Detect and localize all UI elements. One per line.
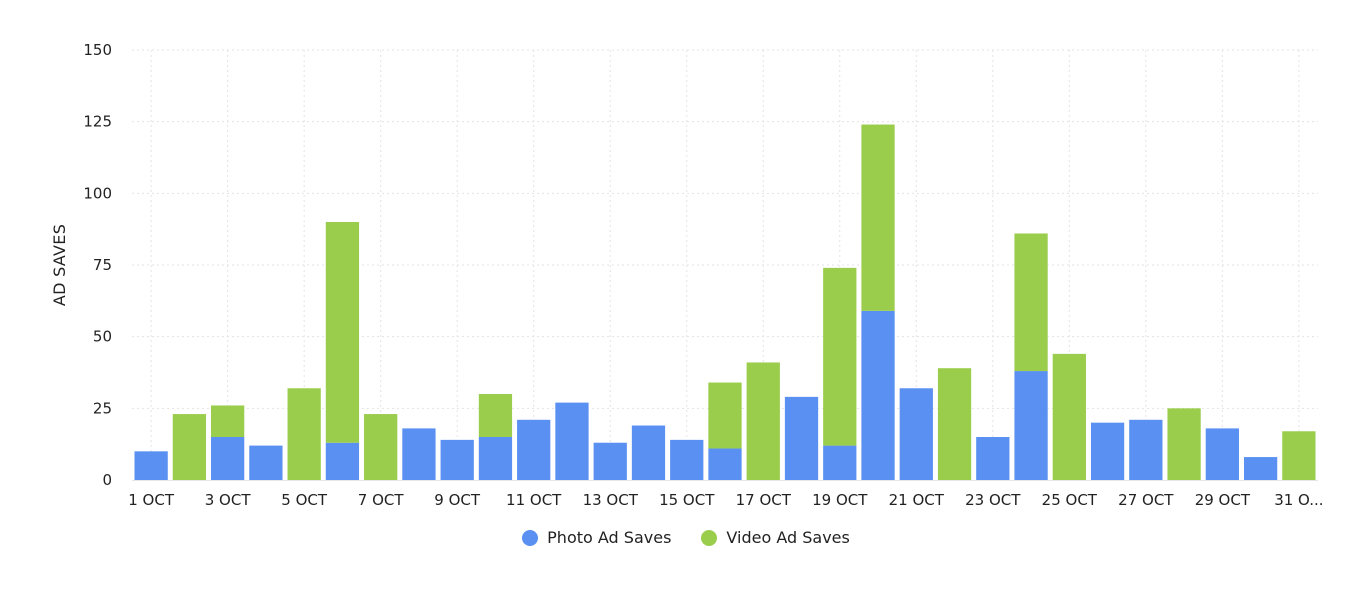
bar-photo-ad-saves[interactable] (249, 445, 283, 480)
bar-photo-ad-saves[interactable] (211, 437, 245, 480)
bar-photo-ad-saves[interactable] (440, 439, 474, 480)
x-tick-label: 25 OCT (1042, 491, 1098, 509)
bar-photo-ad-saves[interactable] (478, 437, 513, 480)
x-tick-label: 21 OCT (889, 491, 945, 509)
legend-label: Photo Ad Saves (547, 528, 672, 547)
bar-photo-ad-saves[interactable] (1205, 428, 1239, 480)
bar-photo-ad-saves[interactable] (134, 451, 168, 480)
x-tick-label: 13 OCT (583, 491, 639, 509)
legend-dot-icon (701, 529, 718, 546)
bar-photo-ad-saves[interactable] (402, 428, 436, 480)
bar-video-ad-saves[interactable] (708, 382, 742, 449)
x-tick-label: 5 OCT (281, 491, 328, 509)
bar-video-ad-saves[interactable] (364, 414, 398, 480)
bar-photo-ad-saves[interactable] (708, 448, 742, 480)
y-tick-label: 50 (93, 328, 112, 346)
bar-video-ad-saves[interactable] (823, 267, 857, 446)
x-tick-label: 1 OCT (128, 491, 175, 509)
bar-video-ad-saves[interactable] (211, 405, 245, 437)
y-tick-label: 150 (83, 41, 112, 59)
legend-label: Video Ad Saves (726, 528, 850, 547)
bar-video-ad-saves[interactable] (1282, 431, 1316, 480)
bar-photo-ad-saves[interactable] (593, 442, 627, 480)
bar-photo-ad-saves[interactable] (670, 439, 704, 480)
legend-dot-icon (522, 529, 539, 546)
y-tick-label: 100 (83, 184, 112, 202)
legend-item-photo-ad-saves[interactable]: Photo Ad Saves (522, 528, 671, 547)
y-axis-ticks: 0 25 50 75 100 125 150 (83, 41, 112, 489)
y-tick-label: 125 (83, 113, 112, 131)
bar-photo-ad-saves[interactable] (899, 388, 933, 480)
bar-photo-ad-saves[interactable] (861, 310, 895, 480)
bar-video-ad-saves[interactable] (746, 362, 780, 480)
bar-video-ad-saves[interactable] (937, 368, 972, 480)
bar-video-ad-saves[interactable] (172, 414, 207, 480)
x-tick-label: 31 O... (1274, 491, 1323, 509)
x-tick-label: 23 OCT (965, 491, 1021, 509)
legend-item-video-ad-saves[interactable]: Video Ad Saves (701, 528, 850, 547)
x-axis-ticks: 1 OCT 3 OCT 5 OCT 7 OCT 9 OCT 11 OCT 13 OCT 15 … (128, 491, 1323, 509)
x-tick-label: 9 OCT (434, 491, 481, 509)
bar-photo-ad-saves[interactable] (517, 419, 551, 480)
x-tick-label: 29 OCT (1195, 491, 1251, 509)
y-tick-label: 25 (93, 399, 112, 417)
bar-photo-ad-saves[interactable] (325, 442, 360, 480)
y-tick-label: 0 (102, 471, 112, 489)
bar-video-ad-saves[interactable] (1167, 408, 1201, 480)
x-tick-label: 3 OCT (205, 491, 252, 509)
bar-photo-ad-saves[interactable] (784, 396, 819, 480)
bar-video-ad-saves[interactable] (1052, 353, 1086, 480)
bar-photo-ad-saves[interactable] (555, 402, 589, 480)
y-axis-label: AD SAVES (50, 224, 69, 306)
x-tick-label: 7 OCT (358, 491, 405, 509)
x-tick-label: 19 OCT (812, 491, 868, 509)
bar-video-ad-saves[interactable] (861, 124, 895, 311)
gridlines (132, 49, 1318, 480)
x-tick-label: 27 OCT (1118, 491, 1174, 509)
bar-video-ad-saves[interactable] (1014, 233, 1048, 372)
legend: Photo Ad Saves Video Ad Saves (0, 528, 1372, 547)
bar-photo-ad-saves[interactable] (1090, 422, 1125, 480)
bar-photo-ad-saves[interactable] (823, 445, 857, 480)
x-tick-label: 17 OCT (736, 491, 792, 509)
x-tick-label: 11 OCT (506, 491, 562, 509)
bar-photo-ad-saves[interactable] (631, 425, 666, 480)
bar-video-ad-saves[interactable] (287, 388, 321, 480)
bars (134, 124, 1316, 480)
bar-video-ad-saves[interactable] (478, 394, 513, 437)
bar-video-ad-saves[interactable] (325, 222, 360, 443)
bar-photo-ad-saves[interactable] (1243, 457, 1278, 480)
bar-photo-ad-saves[interactable] (1014, 371, 1048, 480)
bar-photo-ad-saves[interactable] (1129, 419, 1163, 480)
y-tick-label: 75 (93, 256, 112, 274)
x-tick-label: 15 OCT (659, 491, 715, 509)
bar-photo-ad-saves[interactable] (976, 437, 1010, 480)
